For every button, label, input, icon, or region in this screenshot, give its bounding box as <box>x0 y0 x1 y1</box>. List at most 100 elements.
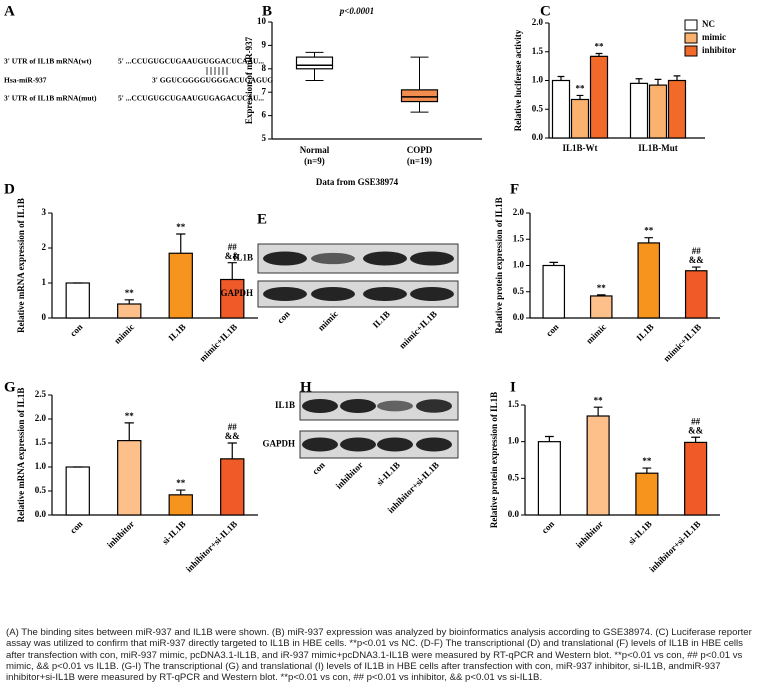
sequence: 5' ...CCUGUGCUGAAUGUGGACUCAAU... <box>118 57 264 66</box>
y-axis-label: Relative protein expression of IL1B <box>494 197 504 333</box>
bar <box>589 55 609 139</box>
error-bar <box>124 299 134 304</box>
bar <box>684 270 708 319</box>
blot-band <box>377 400 413 412</box>
y-tick-label: 0.0 <box>513 312 525 322</box>
y-tick-label: 0 <box>42 312 47 322</box>
panel-letter: C <box>540 3 551 19</box>
significance: ** <box>576 84 586 94</box>
error-bar <box>576 94 584 100</box>
blot-lane-label: con <box>275 309 292 326</box>
legend-label: mimic <box>702 32 726 42</box>
x-tick-label: si-IL1B <box>160 519 188 547</box>
sequence-label: 3' UTR of IL1B mRNA(wt) <box>4 57 92 66</box>
blot-band <box>363 287 407 301</box>
y-axis-label: Relative luciferase activity <box>513 29 523 131</box>
bar <box>667 79 687 139</box>
y-tick-label: 1.0 <box>532 75 544 85</box>
x-tick-label: mimic <box>112 322 136 346</box>
panel-a: 3' UTR of IL1B mRNA(wt) 5' ...CCUGUGCUGA… <box>4 57 273 103</box>
y-tick-label: 8 <box>262 63 267 73</box>
y-tick-label: 1.0 <box>35 461 47 471</box>
blot-band <box>302 399 338 413</box>
blot-lane-label: mimic <box>316 309 340 333</box>
y-tick-label: 0.5 <box>508 472 520 482</box>
y-tick-label: 9 <box>262 39 267 49</box>
blot-band <box>416 437 452 452</box>
error-bar <box>544 435 554 442</box>
caption: (A) The binding sites between miR-937 an… <box>6 627 752 684</box>
error-bar <box>673 75 681 81</box>
x-tick-label: Normal <box>300 145 330 155</box>
sequence-label: Hsa-miR-937 <box>4 76 47 85</box>
y-tick-label: 1.5 <box>513 233 525 243</box>
error-bar <box>635 78 643 84</box>
blot-row-label: IL1B <box>233 253 253 263</box>
error-bar <box>557 75 565 81</box>
panel-letter: F <box>510 181 519 197</box>
y-tick-label: 2 <box>42 242 47 252</box>
y-tick-label: 0.5 <box>35 485 47 495</box>
legend-swatch <box>684 19 698 31</box>
bar <box>117 303 142 319</box>
blot-band <box>311 252 355 265</box>
error-bar <box>596 294 606 296</box>
bar <box>65 282 90 319</box>
y-tick-label: 2.0 <box>532 17 544 27</box>
panel-letter: D <box>4 181 15 197</box>
x-tick-label: IL1B-Mut <box>638 143 678 153</box>
bar <box>542 264 566 319</box>
significance: ** <box>642 456 652 466</box>
x-tick-label: IL1B <box>634 322 655 343</box>
x-tick-label: con <box>68 322 85 339</box>
chart: 0 1 2 3 Relative mRNA expression of IL1B ** **… <box>16 198 258 364</box>
x-tick-label: mimic <box>584 322 608 346</box>
y-tick-label: 0.0 <box>508 509 520 519</box>
y-tick-label: 1.5 <box>532 46 544 56</box>
error-bar <box>176 489 186 495</box>
significance: && <box>689 255 704 265</box>
blot-band <box>410 287 454 301</box>
significance: ## <box>228 242 238 252</box>
error-bar <box>691 266 701 271</box>
error-bar <box>593 406 603 416</box>
blot-band <box>302 437 338 452</box>
x-tick-label: mimic+IL1B <box>197 322 239 364</box>
significance: ** <box>595 42 605 52</box>
significance: ** <box>125 288 135 298</box>
significance: ** <box>176 478 186 488</box>
significance: ## <box>228 422 238 432</box>
y-tick-label: 1.5 <box>35 437 47 447</box>
chart: 0.0 0.5 1.0 1.5 2.0 Relative protein expressi… <box>494 197 720 364</box>
panel-letter: B <box>262 3 272 19</box>
bar <box>589 295 613 319</box>
legend-label: NC <box>702 19 715 29</box>
x-tick-label: IL1B-Wt <box>562 143 597 153</box>
box <box>400 89 439 103</box>
bar <box>537 441 561 516</box>
sequence-label: 3' UTR of IL1B mRNA(mut) <box>4 94 97 103</box>
y-axis-label: Relative mRNA expression of IL1B <box>16 198 26 333</box>
y-tick-label: 5 <box>262 133 267 143</box>
bar <box>635 472 659 516</box>
x-tick-label: inhibitor+si-IL1B <box>184 519 239 574</box>
pairing-lines <box>206 67 228 75</box>
bar <box>684 441 708 516</box>
error-bar <box>227 442 237 459</box>
y-tick-label: 3 <box>42 207 47 217</box>
sequence: 3' GGUCGGGGUGGGACUGAGUG <box>152 76 273 85</box>
bar <box>168 494 193 516</box>
box <box>295 56 334 70</box>
error-bar <box>691 436 701 443</box>
blot-band <box>263 251 307 266</box>
chart: 0.0 0.5 1.0 1.5 2.0 2.5 Relative mRNA expressi… <box>16 388 258 574</box>
bar <box>648 84 668 139</box>
x-tick-label: COPD <box>407 145 433 155</box>
significance: ** <box>176 222 186 232</box>
y-tick-label: 0.0 <box>532 132 544 142</box>
legend-swatch <box>684 45 698 57</box>
blot-row-label: GAPDH <box>221 288 254 298</box>
blot-band <box>416 399 452 413</box>
blot-band <box>377 437 413 452</box>
significance: ** <box>644 226 654 236</box>
